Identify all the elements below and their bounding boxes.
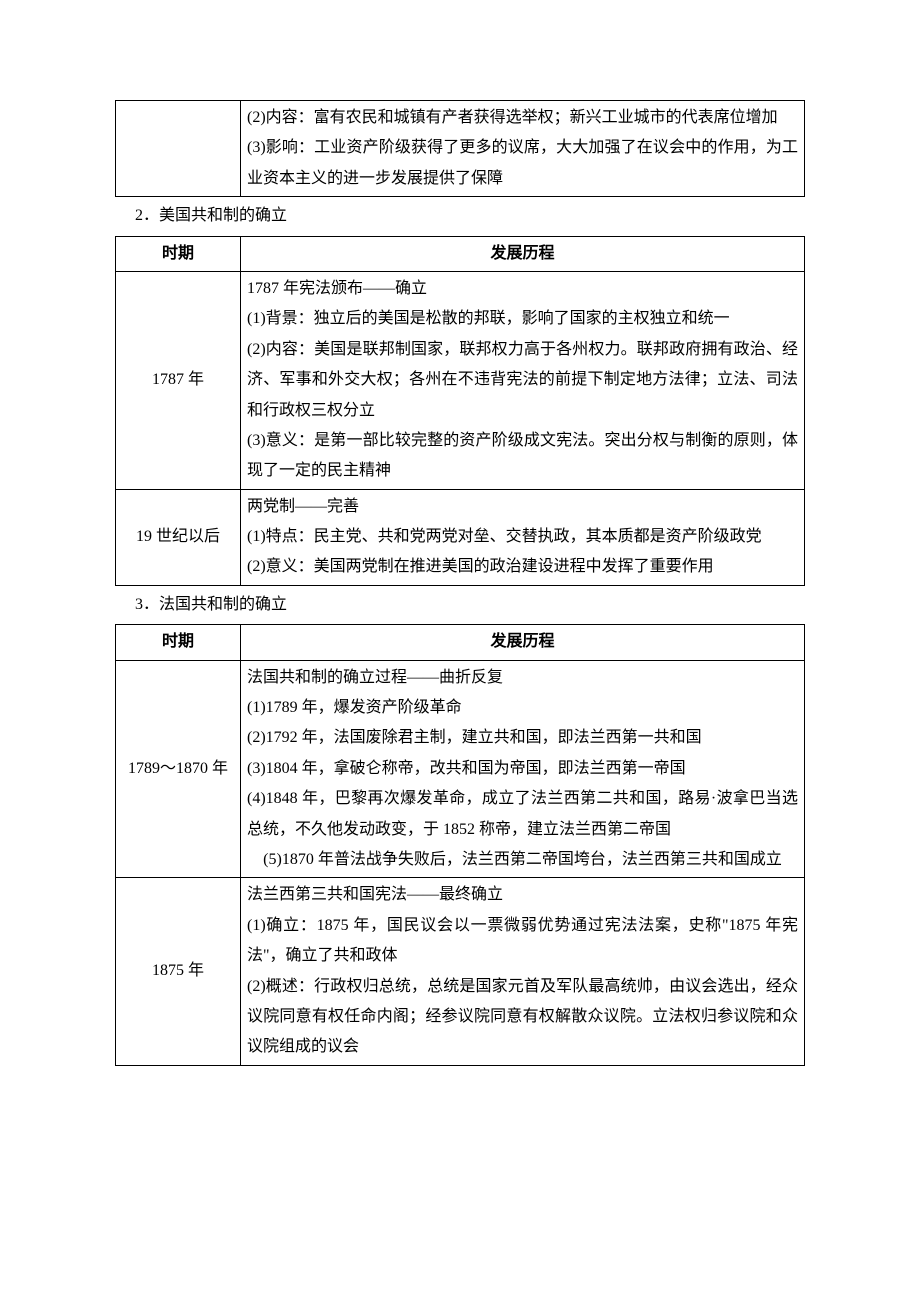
line: 法兰西第三共和国宪法——最终确立 bbox=[247, 880, 798, 910]
period-cell-1789-1870: 1789～1870 年 bbox=[116, 660, 241, 878]
header-course: 发展历程 bbox=[241, 236, 805, 271]
line: (3)意义：是第一部比较完整的资产阶级成文宪法。突出分权与制衡的原则，体现了一定… bbox=[247, 426, 798, 487]
table-row: 1875 年 法兰西第三共和国宪法——最终确立 (1)确立：1875 年，国民议… bbox=[116, 878, 805, 1065]
table-row: (2)内容：富有农民和城镇有产者获得选举权；新兴工业城市的代表席位增加 (3)影… bbox=[116, 101, 805, 197]
table-france-republic: 时期 发展历程 1789～1870 年 法国共和制的确立过程——曲折反复 (1)… bbox=[115, 624, 805, 1065]
document-page: (2)内容：富有农民和城镇有产者获得选举权；新兴工业城市的代表席位增加 (3)影… bbox=[0, 0, 920, 1302]
line: (2)内容：美国是联邦制国家，联邦权力高于各州权力。联邦政府拥有政治、经济、军事… bbox=[247, 335, 798, 426]
period-cell-1875: 1875 年 bbox=[116, 878, 241, 1065]
line: 两党制——完善 bbox=[247, 492, 798, 522]
section3-heading: 3．法国共和制的确立 bbox=[135, 590, 805, 620]
content-cell-1875: 法兰西第三共和国宪法——最终确立 (1)确立：1875 年，国民议会以一票微弱优… bbox=[241, 878, 805, 1065]
line: (2)1792 年，法国废除君主制，建立共和国，即法兰西第一共和国 bbox=[247, 723, 798, 753]
fragment-line-1: (3)影响：工业资产阶级获得了更多的议席，大大加强了在议会中的作用，为工业资本主… bbox=[247, 133, 798, 194]
table-row: 1787 年 1787 年宪法颁布——确立 (1)背景：独立后的美国是松散的邦联… bbox=[116, 271, 805, 489]
table-fragment-continuation: (2)内容：富有农民和城镇有产者获得选举权；新兴工业城市的代表席位增加 (3)影… bbox=[115, 100, 805, 197]
line: 1787 年宪法颁布——确立 bbox=[247, 274, 798, 304]
section2-heading: 2．美国共和制的确立 bbox=[135, 201, 805, 231]
line: (1)确立：1875 年，国民议会以一票微弱优势通过宪法法案，史称"1875 年… bbox=[247, 911, 798, 972]
table-row: 1789～1870 年 法国共和制的确立过程——曲折反复 (1)1789 年，爆… bbox=[116, 660, 805, 878]
fragment-line-0: (2)内容：富有农民和城镇有产者获得选举权；新兴工业城市的代表席位增加 bbox=[247, 103, 798, 133]
content-cell-1789-1870: 法国共和制的确立过程——曲折反复 (1)1789 年，爆发资产阶级革命 (2)1… bbox=[241, 660, 805, 878]
table-usa-republic: 时期 发展历程 1787 年 1787 年宪法颁布——确立 (1)背景：独立后的… bbox=[115, 236, 805, 586]
content-cell-1787: 1787 年宪法颁布——确立 (1)背景：独立后的美国是松散的邦联，影响了国家的… bbox=[241, 271, 805, 489]
period-cell-19c: 19 世纪以后 bbox=[116, 489, 241, 585]
header-period: 时期 bbox=[116, 236, 241, 271]
line: (2)概述：行政权归总统，总统是国家元首及军队最高统帅，由议会选出，经众议院同意… bbox=[247, 972, 798, 1063]
content-cell-19c: 两党制——完善 (1)特点：民主党、共和党两党对垒、交替执政，其本质都是资产阶级… bbox=[241, 489, 805, 585]
line: 法国共和制的确立过程——曲折反复 bbox=[247, 663, 798, 693]
line: (1)1789 年，爆发资产阶级革命 bbox=[247, 693, 798, 723]
line: (3)1804 年，拿破仑称帝，改共和国为帝国，即法兰西第一帝国 bbox=[247, 754, 798, 784]
fragment-period-cell bbox=[116, 101, 241, 197]
period-cell-1787: 1787 年 bbox=[116, 271, 241, 489]
table-header-row: 时期 发展历程 bbox=[116, 625, 805, 660]
line: (1)背景：独立后的美国是松散的邦联，影响了国家的主权独立和统一 bbox=[247, 304, 798, 334]
line-centered: (5)1870 年普法战争失败后，法兰西第二帝国垮台，法兰西第三共和国成立 bbox=[247, 845, 798, 875]
table-header-row: 时期 发展历程 bbox=[116, 236, 805, 271]
line: (4)1848 年，巴黎再次爆发革命，成立了法兰西第二共和国，路易·波拿巴当选总… bbox=[247, 784, 798, 845]
header-course: 发展历程 bbox=[241, 625, 805, 660]
line: (1)特点：民主党、共和党两党对垒、交替执政，其本质都是资产阶级政党 bbox=[247, 522, 798, 552]
line: (2)意义：美国两党制在推进美国的政治建设进程中发挥了重要作用 bbox=[247, 552, 798, 582]
header-period: 时期 bbox=[116, 625, 241, 660]
table-row: 19 世纪以后 两党制——完善 (1)特点：民主党、共和党两党对垒、交替执政，其… bbox=[116, 489, 805, 585]
fragment-content-cell: (2)内容：富有农民和城镇有产者获得选举权；新兴工业城市的代表席位增加 (3)影… bbox=[241, 101, 805, 197]
